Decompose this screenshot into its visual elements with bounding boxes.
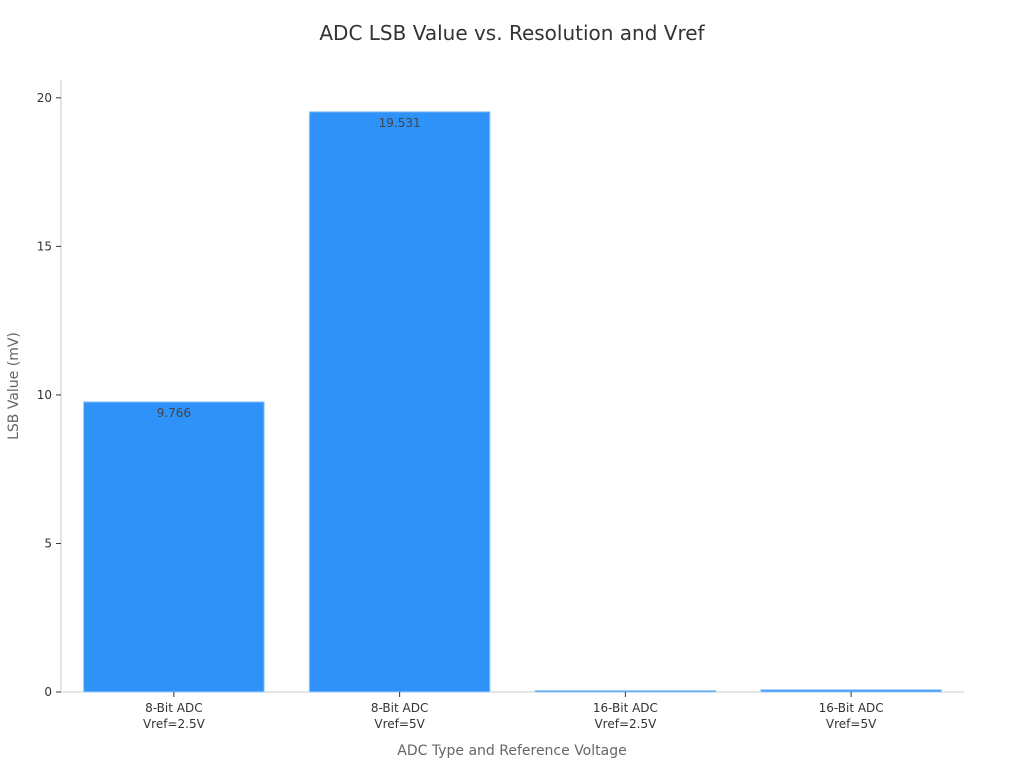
x-tick-label: Vref=5V xyxy=(374,717,425,731)
bar-2 xyxy=(534,690,717,693)
x-tick-label: Vref=2.5V xyxy=(143,717,206,731)
y-tick-label: 5 xyxy=(44,536,52,550)
data-label: 9.766 xyxy=(157,406,191,420)
y-tick-label: 15 xyxy=(37,239,52,253)
bar-3 xyxy=(760,689,942,693)
x-tick-label: 16-Bit ADC xyxy=(819,701,884,715)
y-tick-label: 0 xyxy=(44,685,52,699)
bar-0 xyxy=(83,401,265,693)
x-tick-label: 8-Bit ADC xyxy=(371,701,428,715)
x-tick-label: 16-Bit ADC xyxy=(593,701,658,715)
x-tick-label: Vref=2.5V xyxy=(594,717,657,731)
x-tick-label: Vref=5V xyxy=(826,717,877,731)
x-tick-label: 8-Bit ADC xyxy=(145,701,202,715)
data-label: 19.531 xyxy=(379,116,421,130)
chart-title: ADC LSB Value vs. Resolution and Vref xyxy=(319,21,705,45)
y-tick-label: 20 xyxy=(37,91,52,105)
y-tick-label: 10 xyxy=(37,388,52,402)
plot-area: 0 5 10 15 20 8-Bit ADC Vref=2.5V 9.766 8-Bit ADC… xyxy=(37,91,942,731)
y-axis-label: LSB Value (mV) xyxy=(6,332,22,440)
x-axis-label: ADC Type and Reference Voltage xyxy=(397,743,626,759)
bar-1 xyxy=(308,111,491,693)
